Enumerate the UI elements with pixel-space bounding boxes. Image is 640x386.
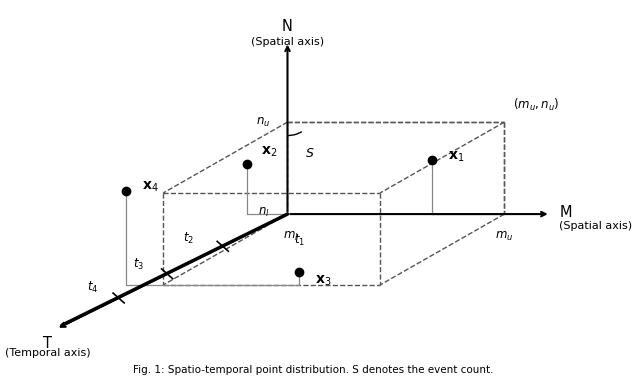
Text: $\mathbf{x}_4$: $\mathbf{x}_4$ bbox=[142, 180, 159, 195]
Text: Fig. 1: Spatio-temporal point distribution. S denotes the event count.: Fig. 1: Spatio-temporal point distributi… bbox=[133, 365, 494, 375]
Text: $n_l$: $n_l$ bbox=[259, 206, 270, 219]
Text: (Spatial axis): (Spatial axis) bbox=[559, 220, 632, 230]
Text: N: N bbox=[282, 19, 293, 34]
Text: $\mathbf{x}_1$: $\mathbf{x}_1$ bbox=[448, 149, 465, 164]
Text: $m_l$: $m_l$ bbox=[282, 229, 298, 242]
Text: $S$: $S$ bbox=[305, 147, 314, 160]
Text: $\mathbf{x}_2$: $\mathbf{x}_2$ bbox=[262, 144, 278, 159]
Text: $n_u$: $n_u$ bbox=[256, 115, 270, 129]
Text: $\mathbf{x}_3$: $\mathbf{x}_3$ bbox=[316, 273, 332, 288]
Text: $t_2$: $t_2$ bbox=[182, 231, 193, 246]
Text: (Temporal axis): (Temporal axis) bbox=[4, 348, 90, 358]
Text: $t_3$: $t_3$ bbox=[132, 257, 144, 272]
Text: T: T bbox=[43, 336, 52, 351]
Text: $(m_u, n_u)$: $(m_u, n_u)$ bbox=[513, 96, 559, 113]
Text: $m_u$: $m_u$ bbox=[495, 229, 513, 242]
Text: M: M bbox=[559, 205, 572, 220]
Text: $t_4$: $t_4$ bbox=[87, 280, 99, 295]
Text: $t_1$: $t_1$ bbox=[294, 233, 305, 248]
Text: (Spatial axis): (Spatial axis) bbox=[251, 37, 324, 47]
